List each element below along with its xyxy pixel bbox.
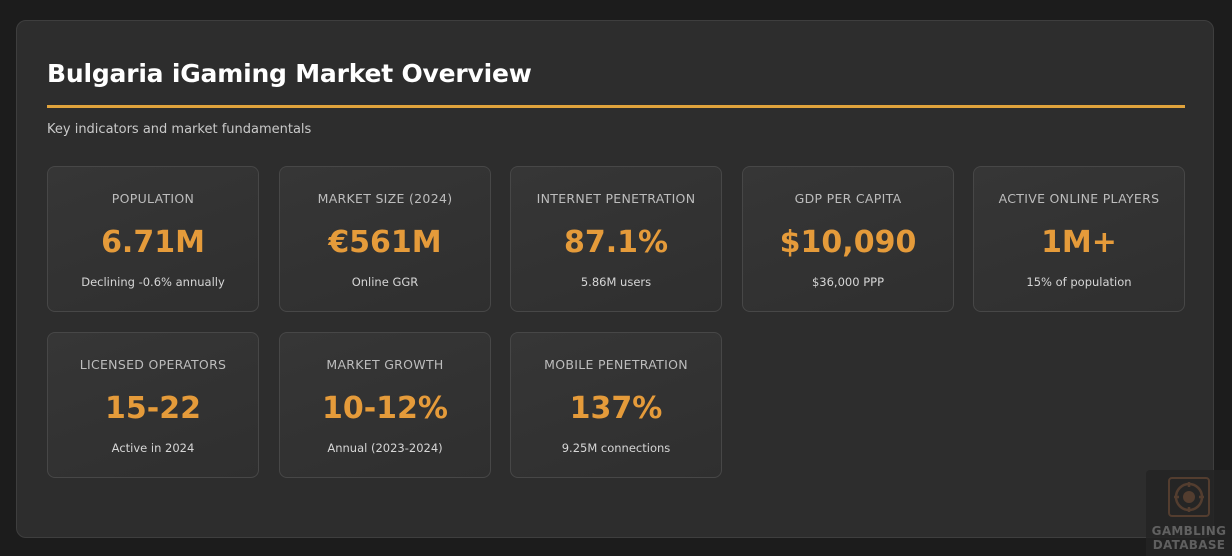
kpi-label: POPULATION [111, 191, 195, 206]
kpi-card-active-online-players: ACTIVE ONLINE PLAYERS 1M+ 15% of populat… [973, 166, 1185, 312]
kpi-subtext: Active in 2024 [111, 441, 195, 455]
kpi-card-market-size: MARKET SIZE (2024) €561M Online GGR [279, 166, 491, 312]
kpi-subtext: 9.25M connections [561, 441, 671, 455]
kpi-card-internet-penetration: INTERNET PENETRATION 87.1% 5.86M users [510, 166, 722, 312]
kpi-value: 15-22 [105, 391, 201, 426]
kpi-label: GDP PER CAPITA [794, 191, 902, 206]
kpi-value: 6.71M [101, 225, 205, 260]
kpi-value: 137% [569, 391, 663, 426]
kpi-subtext: 5.86M users [580, 275, 652, 289]
kpi-subtext: $36,000 PPP [811, 275, 884, 289]
page-subtitle: Key indicators and market fundamentals [47, 122, 312, 137]
kpi-value: 87.1% [563, 225, 669, 260]
kpi-subtext: 15% of population [1026, 275, 1132, 289]
kpi-value: 1M+ [1041, 225, 1117, 260]
page-title: Bulgaria iGaming Market Overview [47, 59, 532, 88]
kpi-label: ACTIVE ONLINE PLAYERS [998, 191, 1160, 206]
kpi-value: 10-12% [321, 391, 448, 426]
market-overview-panel: Bulgaria iGaming Market Overview Key ind… [16, 20, 1214, 538]
kpi-label: MARKET GROWTH [326, 357, 444, 372]
gambling-database-watermark: GAMBLING DATABASE [1146, 470, 1232, 556]
kpi-card-mobile-penetration: MOBILE PENETRATION 137% 9.25M connection… [510, 332, 722, 478]
poker-chip-icon [1168, 477, 1210, 517]
kpi-card-market-growth: MARKET GROWTH 10-12% Annual (2023-2024) [279, 332, 491, 478]
kpi-label: MARKET SIZE (2024) [317, 191, 453, 206]
kpi-label: LICENSED OPERATORS [79, 357, 227, 372]
kpi-label: INTERNET PENETRATION [536, 191, 696, 206]
watermark-line-2: DATABASE [1152, 538, 1226, 552]
kpi-card-population: POPULATION 6.71M Declining -0.6% annuall… [47, 166, 259, 312]
kpi-card-licensed-operators: LICENSED OPERATORS 15-22 Active in 2024 [47, 332, 259, 478]
title-divider [47, 105, 1185, 108]
kpi-subtext: Annual (2023-2024) [327, 441, 443, 455]
kpi-subtext: Declining -0.6% annually [81, 275, 225, 289]
kpi-card-gdp-per-capita: GDP PER CAPITA $10,090 $36,000 PPP [742, 166, 954, 312]
kpi-value: €561M [328, 225, 442, 260]
kpi-label: MOBILE PENETRATION [544, 357, 688, 372]
watermark-line-1: GAMBLING [1151, 524, 1227, 538]
kpi-value: $10,090 [779, 225, 917, 260]
kpi-subtext: Online GGR [351, 275, 419, 289]
